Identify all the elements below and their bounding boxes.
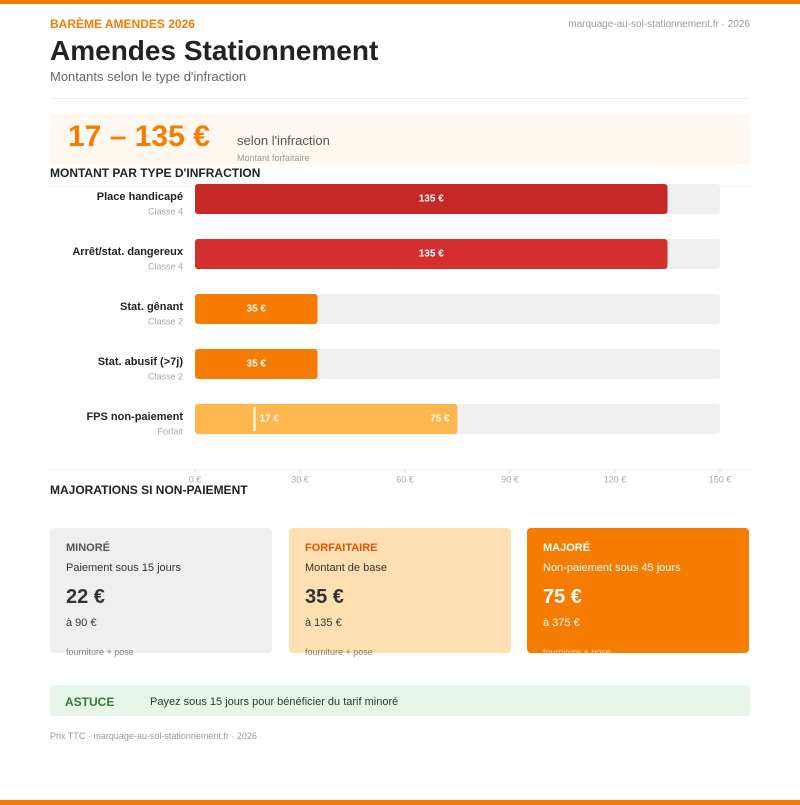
value-label: 35 € (247, 304, 267, 315)
card-desc: Non-paiement sous 45 jours (543, 562, 681, 574)
card-note: fourniture + pose (66, 647, 134, 657)
category-note: Forfait (157, 426, 183, 436)
min-label: 17 € (260, 414, 280, 425)
footer: Prix TTC · marquage-au-sol-stationnement… (50, 731, 257, 741)
card-label: FORFAITAIRE (305, 542, 378, 554)
card-note: fourniture + pose (305, 647, 373, 657)
value-label: 135 € (419, 249, 444, 260)
card-desc: Paiement sous 15 jours (66, 562, 181, 574)
category-label: Place handicapé (97, 191, 183, 203)
card-label: MAJORÉ (543, 542, 591, 554)
card-label: MINORÉ (66, 542, 110, 554)
title: Amendes Stationnement (50, 35, 379, 66)
value-label: 35 € (247, 359, 267, 370)
tip-label: ASTUCE (65, 695, 115, 709)
card-sub: à 135 € (305, 617, 342, 629)
bar-track (195, 349, 720, 379)
category-note: Classe 2 (148, 316, 183, 326)
x-tick-label: 90 € (501, 474, 519, 484)
card: MAJORÉ Non-paiement sous 45 jours 75 € à 37… (527, 528, 749, 657)
x-tick-label: 60 € (396, 474, 414, 484)
bar (195, 294, 318, 324)
bar-chart: MONTANT PAR TYPE D'INFRACTION 0 € 30 € 60 … (50, 166, 750, 484)
bar (195, 184, 668, 214)
category-label: Arrêt/stat. dangereux (72, 246, 184, 258)
tip-text: Payez sous 15 jours pour bénéficier du t… (150, 696, 399, 708)
card-amount: 35 € (305, 586, 344, 608)
card: MINORÉ Paiement sous 15 jours 22 € à 90 € fo… (50, 528, 272, 657)
category-label: Stat. gênant (120, 301, 183, 313)
category-label: FPS non-paiement (86, 411, 183, 423)
category-note: Classe 4 (148, 261, 183, 271)
card-desc: Montant de base (305, 562, 387, 574)
bottom-bar (0, 800, 800, 805)
category-label: Stat. abusif (>7j) (98, 356, 184, 368)
value-label: 135 € (419, 194, 444, 205)
card-amount: 75 € (543, 586, 582, 608)
site: marquage-au-sol-stationnement.fr · 2026 (568, 19, 750, 30)
category-note: Classe 4 (148, 206, 183, 216)
headline-text: selon l'infraction (237, 133, 330, 148)
category-note: Classe 2 (148, 371, 183, 381)
headline-note: Montant forfaitaire (237, 153, 310, 163)
card-sub: à 375 € (543, 617, 580, 629)
kicker: BARÈME AMENDES 2026 (50, 17, 195, 31)
bar (195, 404, 458, 434)
x-tick-label: 0 € (189, 474, 202, 484)
top-bar (0, 0, 800, 4)
card: FORFAITAIRE Montant de base 35 € à 135 € fou… (289, 528, 511, 657)
card-note: fourniture + pose (543, 647, 611, 657)
headline-box: 17 – 135 € selon l'infraction Montant fo… (50, 114, 750, 164)
divider (50, 98, 750, 99)
subtitle: Montants selon le type d'infraction (50, 69, 247, 84)
section-title: MAJORATIONS SI NON-PAIEMENT (50, 483, 248, 497)
card-sub: à 90 € (66, 617, 97, 629)
card-amount: 22 € (66, 586, 105, 608)
tip-box: ASTUCE Payez sous 15 jours pour bénéfici… (50, 685, 750, 716)
range: 17 – 135 € (68, 120, 210, 153)
bar (195, 239, 668, 269)
value-label: 75 € (430, 414, 450, 425)
bar (195, 349, 318, 379)
x-tick-label: 150 € (709, 474, 732, 484)
x-tick-label: 120 € (604, 474, 627, 484)
chart-title: MONTANT PAR TYPE D'INFRACTION (50, 166, 260, 180)
x-tick-label: 30 € (291, 474, 309, 484)
bar-track (195, 294, 720, 324)
